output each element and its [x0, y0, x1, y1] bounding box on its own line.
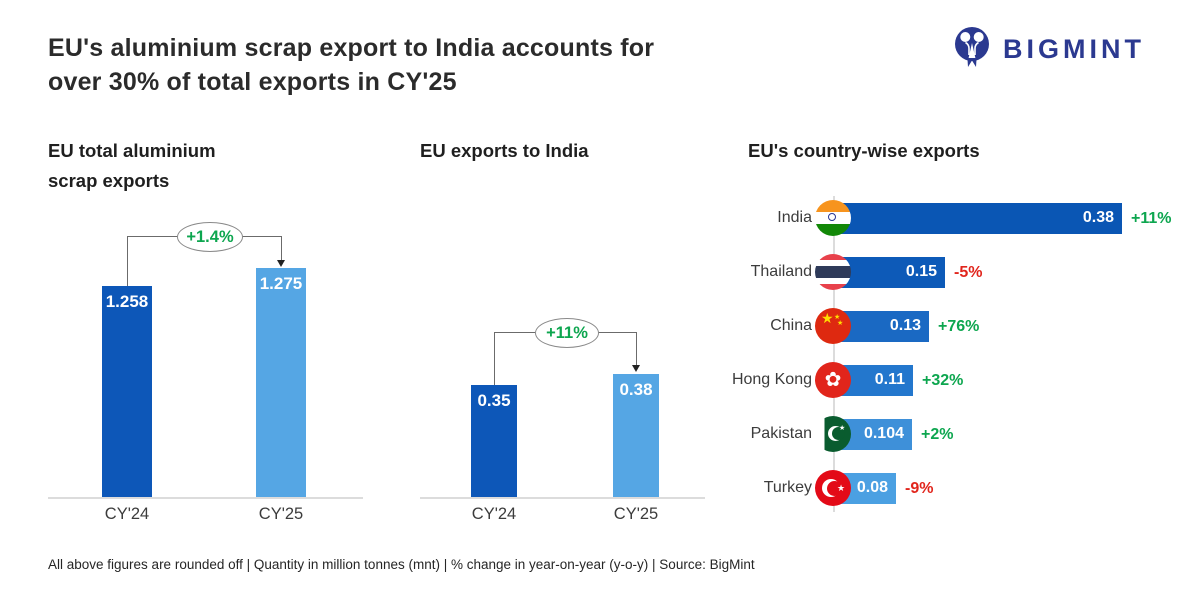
chart2-bar-cy24: 0.35: [471, 385, 517, 497]
china-small-star2-icon: ★: [837, 320, 844, 327]
chart1-xlabel-cy24: CY'24: [104, 505, 150, 523]
page-title: EU's aluminium scrap export to India acc…: [48, 31, 654, 99]
chart2-connector-right-vertical: [636, 332, 638, 366]
country-label-hong-kong: Hong Kong: [731, 371, 812, 388]
chart2-bar-cy24-value: 0.35: [477, 391, 511, 410]
country-label-turkey: Turkey: [763, 479, 812, 496]
change-hong-kong: +32%: [922, 371, 964, 389]
chart2-xlabel-cy24: CY'24: [471, 505, 517, 523]
chart1-bar-cy25-value: 1.275: [259, 274, 303, 293]
chart1-connector-left-vertical: [127, 236, 129, 286]
bar-turkey-value: 0.08: [856, 479, 888, 496]
china-flag-icon: ★ ★ ★: [815, 308, 851, 344]
pakistan-star-icon: ★: [839, 425, 846, 432]
chart1-connector-right-horizontal: [240, 236, 281, 238]
page-title-line1: EU's aluminium scrap export to India acc…: [48, 34, 655, 62]
chart3-title: EU's country-wise exports: [748, 140, 980, 161]
pakistan-crescent-icon: [828, 426, 845, 441]
chart1-xlabel-cy25: CY'25: [258, 505, 304, 523]
chart2-bar-cy25-value: 0.38: [619, 380, 653, 399]
bigmint-logo-icon: [950, 24, 994, 75]
china-small-star-icon: ★: [834, 314, 841, 321]
change-india: +11%: [1131, 209, 1172, 227]
country-label-pakistan: Pakistan: [750, 425, 812, 442]
chart1-baseline: [48, 497, 363, 499]
footnote: All above figures are rounded off | Quan…: [48, 557, 755, 572]
chart2-title: EU exports to India: [420, 140, 589, 161]
bar-india-value: 0.38: [1082, 209, 1114, 226]
hong-kong-flag-icon: ✿: [815, 362, 851, 398]
bauhinia-flower-icon: ✿: [824, 369, 842, 391]
country-label-china: China: [770, 317, 812, 334]
chart2-change-badge: +11%: [535, 318, 599, 348]
turkey-flag-icon: ★: [815, 470, 851, 506]
country-label-thailand: Thailand: [750, 263, 812, 280]
chart2-baseline: [420, 497, 705, 499]
china-star-icon: ★: [821, 310, 834, 326]
bar-hong-kong-value: 0.11: [874, 371, 905, 388]
chart2-xlabel-cy25: CY'25: [613, 505, 659, 523]
chart2-connector-left-vertical: [494, 332, 496, 385]
pakistan-flag-icon: ★: [815, 416, 851, 452]
change-thailand: -5%: [954, 263, 983, 281]
bar-pakistan-value: 0.104: [863, 425, 904, 442]
chart2-bar-cy25: 0.38: [613, 374, 659, 497]
turkey-star-icon: ★: [837, 483, 846, 493]
ashoka-chakra-icon: [828, 213, 836, 221]
chart1-connector-right-vertical: [281, 236, 283, 261]
chart1-title-line1: EU total aluminium: [48, 140, 216, 161]
chart1-bar-cy25: 1.275: [256, 268, 306, 497]
change-turkey: -9%: [905, 479, 934, 497]
change-china: +76%: [938, 317, 980, 335]
turkey-crescent-icon: [822, 479, 842, 497]
chart2-connector-left-horizontal: [494, 332, 535, 334]
chart2-arrow-down-icon: [632, 365, 640, 372]
chart1-connector-left-horizontal: [127, 236, 178, 238]
chart3-axis-line: [833, 196, 835, 512]
bar-thailand: 0.15: [834, 256, 945, 288]
india-flag-icon: [815, 200, 851, 236]
thailand-flag-icon: [815, 254, 851, 290]
chart1-title-line2: scrap exports: [48, 170, 170, 191]
bar-india: 0.38: [834, 202, 1122, 234]
bar-thailand-value: 0.15: [905, 263, 937, 280]
brand-logo: BIGMINT: [950, 24, 1145, 75]
chart1-bar-cy24: 1.258: [102, 286, 152, 497]
change-pakistan: +2%: [921, 425, 954, 443]
country-label-india: India: [777, 209, 812, 226]
chart1-arrow-down-icon: [277, 260, 285, 267]
bar-china-value: 0.13: [889, 317, 921, 334]
page-title-line2: over 30% of total exports in CY'25: [48, 68, 457, 96]
brand-name: BIGMINT: [1003, 34, 1145, 64]
chart1-bar-cy24-value: 1.258: [105, 292, 149, 311]
chart2-connector-right-horizontal: [595, 332, 636, 334]
chart1-change-badge: +1.4%: [177, 222, 243, 252]
chart1-title: EU total aluminium scrap exports: [48, 136, 216, 196]
